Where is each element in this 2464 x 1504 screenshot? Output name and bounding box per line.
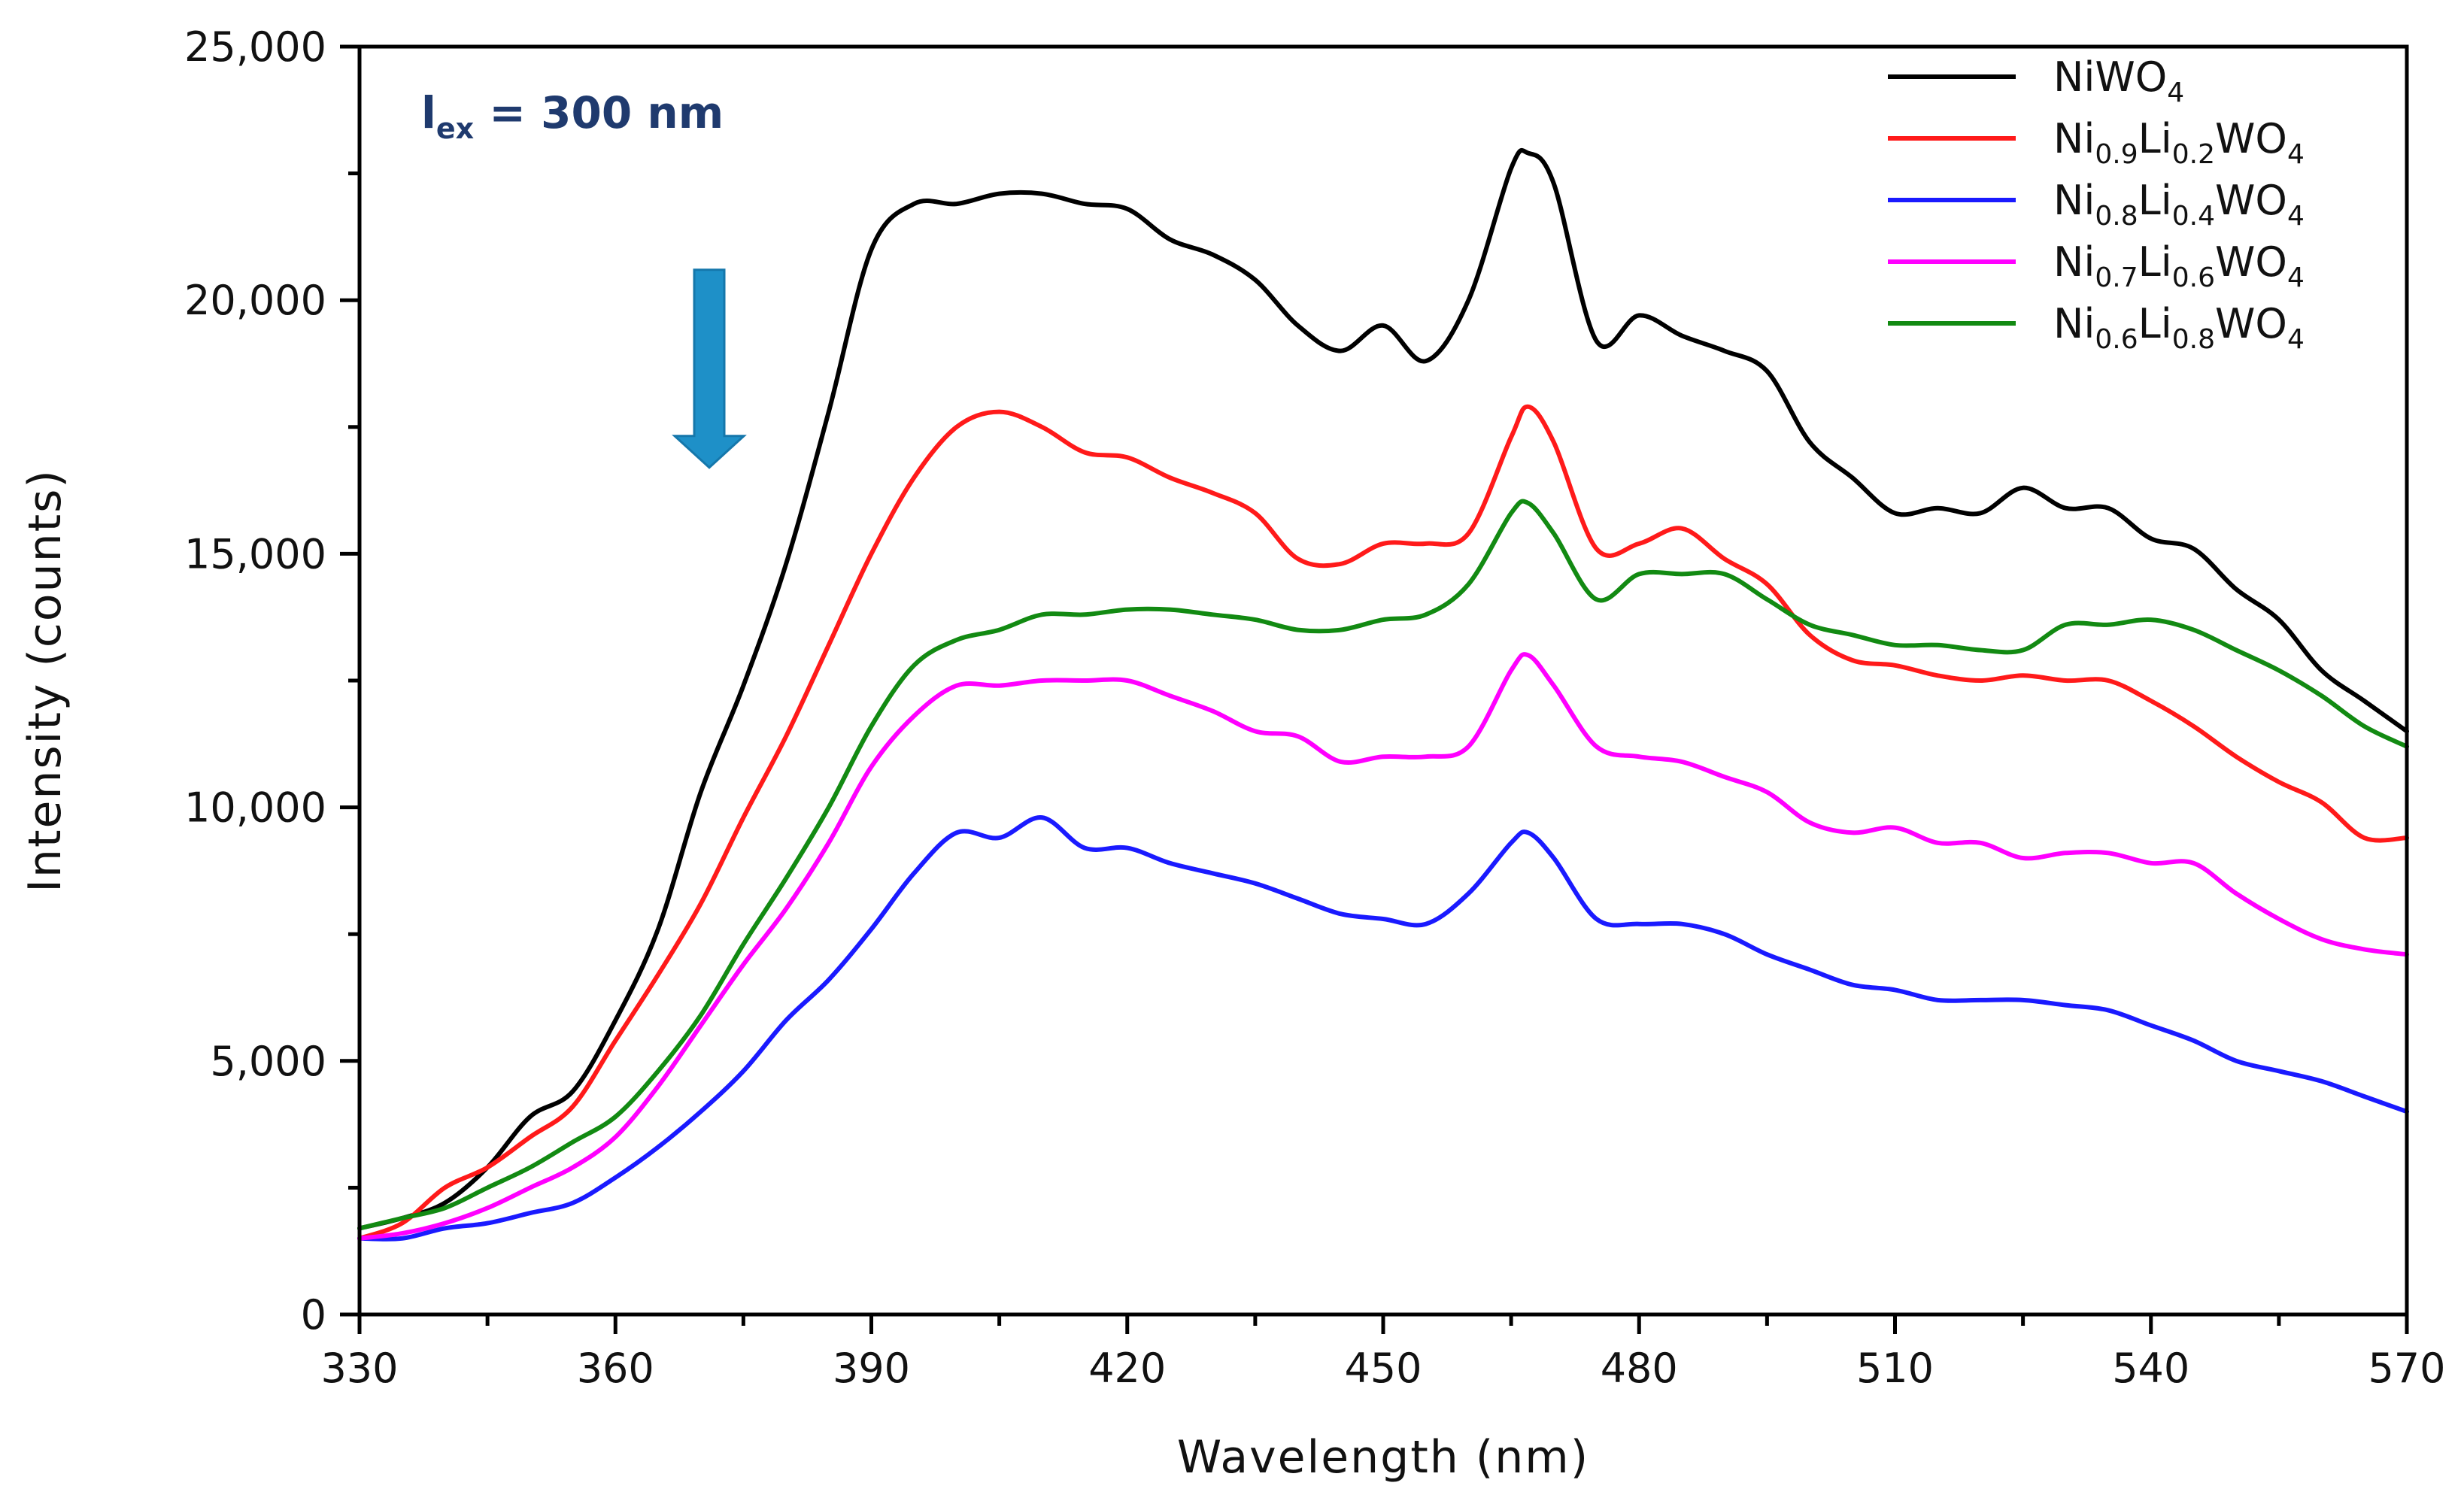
annotation-subscript: ex <box>436 112 474 145</box>
legend-label-3: Ni0.7Li0.6WO4 <box>2053 238 2305 293</box>
legend-label-4: Ni0.6Li0.8WO4 <box>2053 300 2305 355</box>
series-line-1 <box>357 404 2409 1241</box>
annotation-symbol: l <box>421 87 436 138</box>
y-tick-labels: 0 5,000 10,000 15,000 20,000 25,000 <box>184 23 326 1339</box>
legend-label-1: Ni0.9Li0.2WO4 <box>2053 115 2305 170</box>
x-tick-label: 360 <box>577 1345 654 1392</box>
y-tick-label: 15,000 <box>184 530 326 578</box>
legend-label-0: NiWO4 <box>2053 53 2184 108</box>
series-line-2 <box>357 815 2409 1242</box>
excitation-annotation: lex = 300 nm <box>421 87 724 145</box>
x-tick-label: 480 <box>1601 1345 1678 1392</box>
y-tick-label: 20,000 <box>184 277 326 324</box>
y-axis-title: Intensity (counts) <box>19 468 71 893</box>
series-lines <box>357 148 2409 1242</box>
series-line-4 <box>357 499 2409 1231</box>
x-tick-label: 450 <box>1344 1345 1422 1392</box>
y-tick-label: 5,000 <box>210 1038 326 1085</box>
y-tick-label: 10,000 <box>184 784 326 832</box>
x-tick-label: 330 <box>320 1345 398 1392</box>
axis-ticks <box>340 44 2409 1334</box>
x-axis-title: Wavelength (nm) <box>1177 1431 1589 1484</box>
x-tick-labels: 330 360 390 420 450 480 510 540 570 <box>320 1345 2445 1392</box>
legend: NiWO4 Ni0.9Li0.2WO4 Ni0.8Li0.4WO4 Ni0.7Li0.… <box>1888 53 2305 355</box>
x-tick-label: 420 <box>1088 1345 1166 1392</box>
series-line-3 <box>357 652 2409 1241</box>
x-tick-label: 510 <box>1856 1345 1934 1392</box>
series-line-0 <box>357 148 2409 1231</box>
x-tick-label: 570 <box>2368 1345 2445 1392</box>
down-arrow-icon <box>672 268 747 469</box>
y-tick-label: 0 <box>301 1291 326 1339</box>
x-tick-label: 540 <box>2112 1345 2189 1392</box>
annotation-value: = 300 nm <box>474 87 724 138</box>
legend-label-2: Ni0.8Li0.4WO4 <box>2053 177 2305 232</box>
x-tick-label: 390 <box>833 1345 910 1392</box>
y-tick-label: 25,000 <box>184 23 326 71</box>
